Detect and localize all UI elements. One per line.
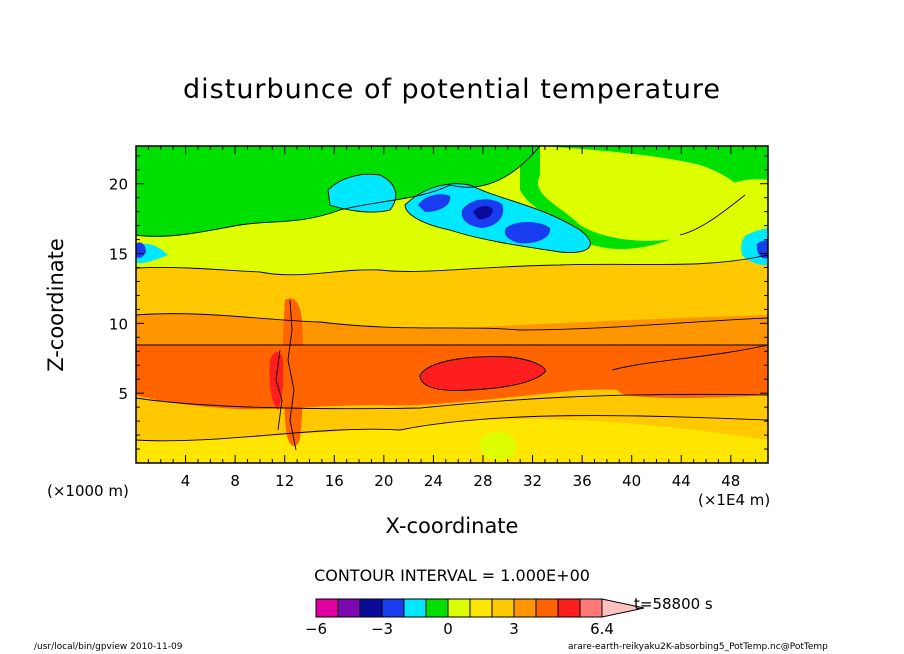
x-tick-label: 24 [424,472,443,490]
warm-core [420,356,546,391]
colorbar: −6 −3 0 3 6.4 [305,598,645,638]
x-tick-label: 12 [275,472,294,490]
colorbar-cell [381,598,405,618]
colorbar-cell [491,598,515,618]
y-tick-label: 20 [109,176,128,194]
x-unit-right: (×1E4 m) [698,491,771,509]
band-bottom [136,415,768,463]
contour-line [136,146,541,237]
x-axis: 4 8 12 16 20 24 28 32 36 40 44 48 [147,146,757,490]
colorbar-cell [535,598,559,618]
time-label: t=58800 s [634,595,713,613]
cold-blue-3 [504,222,551,244]
colorbar-cell [359,598,383,618]
colorbar-tick-label: 0 [443,620,453,638]
colorbar-tick-label: −6 [305,620,327,638]
x-tick-label: 16 [325,472,344,490]
colorbar-cell [447,598,471,618]
colorbar-tick-label: 3 [509,620,519,638]
contour-line [611,344,768,371]
colorbar-tick-label: −3 [371,620,393,638]
plume-orange [282,298,304,446]
bottom-yellow-blob [479,431,517,460]
y-tick-label: 10 [109,315,128,333]
colorbar-extension [601,598,645,618]
contour-field [136,146,768,463]
contour-line [419,356,546,391]
y-tick-label: 5 [118,385,128,403]
x-unit-left: (×1000 m) [47,482,129,500]
colorbar-cell [469,598,493,618]
y-tick-label: 15 [109,246,128,264]
x-tick-label: 8 [230,472,240,490]
cold-blue-1 [418,194,451,212]
x-tick-label: 40 [622,472,641,490]
colorbar-cell [337,598,361,618]
x-tick-label: 32 [523,472,542,490]
x-tick-label: 44 [672,472,691,490]
contour-line [679,194,746,236]
colorbar-cell [513,598,537,618]
x-tick-label: 36 [573,472,592,490]
colorbar-cell [579,598,603,618]
plot-frame [135,145,769,464]
contour-line [136,313,768,331]
cold-core [473,206,493,220]
contour-line [136,254,768,276]
colorbar-cell [557,598,581,618]
band-yellow-upper-right [538,146,745,241]
colorbar-tick-label: 6.4 [590,620,614,638]
contour-line [136,393,768,410]
y-axis-label: Z-coordinate [44,238,68,372]
x-tick-label: 20 [374,472,393,490]
footer-right: arare-earth-reikyaku2K-absorbing5_PotTem… [568,642,828,652]
warm-right [611,345,768,399]
contour-line [404,183,591,253]
x-tick-label: 48 [721,472,740,490]
contour-line [275,349,283,431]
x-tick-label: 4 [181,472,191,490]
chart-title: disturbunce of potential temperature [183,74,721,105]
contour-line [136,415,768,442]
footer-left: /usr/local/bin/gpview 2010-11-09 [34,642,183,652]
x-axis-label: X-coordinate [385,514,519,538]
contour-interval-text: CONTOUR INTERVAL = 1.000E+00 [314,566,590,585]
colorbar-cell [403,598,427,618]
x-tick-label: 28 [473,472,492,490]
contour-line [287,299,297,451]
contour-line [327,173,397,213]
colorbar-cell [315,598,339,618]
y-axis: 5 10 15 20 [109,155,768,450]
colorbar-cell [425,598,449,618]
